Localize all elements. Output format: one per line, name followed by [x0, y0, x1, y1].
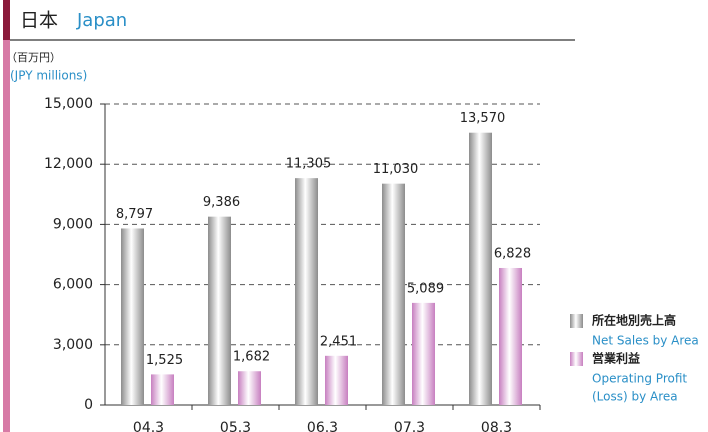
value-label: 11,305: [286, 157, 332, 172]
y-tick-label: 15,000: [44, 96, 93, 112]
side-bar: [3, 0, 10, 432]
bar: [295, 178, 318, 405]
legend-label: 営業利益: [592, 351, 640, 366]
bar: [499, 267, 522, 405]
legend-swatch: [570, 352, 583, 366]
bar: [469, 132, 492, 406]
unit-label-en: (JPY millions): [10, 69, 87, 83]
side-bar-top: [3, 0, 10, 40]
unit-label: （百万円）: [6, 51, 61, 64]
x-tick-label: 08.3: [481, 420, 512, 432]
y-tick-label: 3,000: [53, 337, 93, 353]
bar: [325, 355, 348, 405]
x-tick-label: 05.3: [220, 420, 251, 432]
chart-title-en: Japan: [76, 10, 127, 31]
legend-label-en: Operating Profit: [592, 372, 687, 386]
bar: [208, 216, 231, 405]
value-label: 1,682: [233, 350, 270, 365]
x-tick-label: 06.3: [307, 420, 338, 432]
value-label: 8,797: [116, 207, 153, 222]
bar: [412, 302, 435, 405]
bar: [121, 228, 144, 405]
y-tick-label: 0: [84, 397, 93, 413]
chart-title: 日本: [20, 10, 58, 32]
value-label: 2,451: [320, 334, 357, 349]
value-label: 5,089: [407, 281, 444, 296]
bar: [238, 371, 261, 405]
bar: [382, 183, 405, 405]
bar: [151, 374, 174, 405]
legend-label-en: Net Sales by Area: [592, 334, 699, 348]
x-tick-label: 07.3: [394, 420, 425, 432]
legend-label-en: (Loss) by Area: [592, 390, 678, 404]
value-label: 1,525: [146, 353, 183, 368]
legend-swatch: [570, 314, 583, 328]
legend-label: 所在地別売上高: [592, 313, 676, 328]
value-label: 11,030: [373, 162, 419, 177]
y-tick-label: 12,000: [44, 156, 93, 172]
value-label: 6,828: [494, 246, 531, 261]
y-tick-label: 6,000: [53, 277, 93, 293]
y-tick-label: 9,000: [53, 216, 93, 232]
x-tick-label: 04.3: [133, 420, 164, 432]
value-label: 13,570: [460, 111, 506, 126]
value-label: 9,386: [203, 195, 240, 210]
